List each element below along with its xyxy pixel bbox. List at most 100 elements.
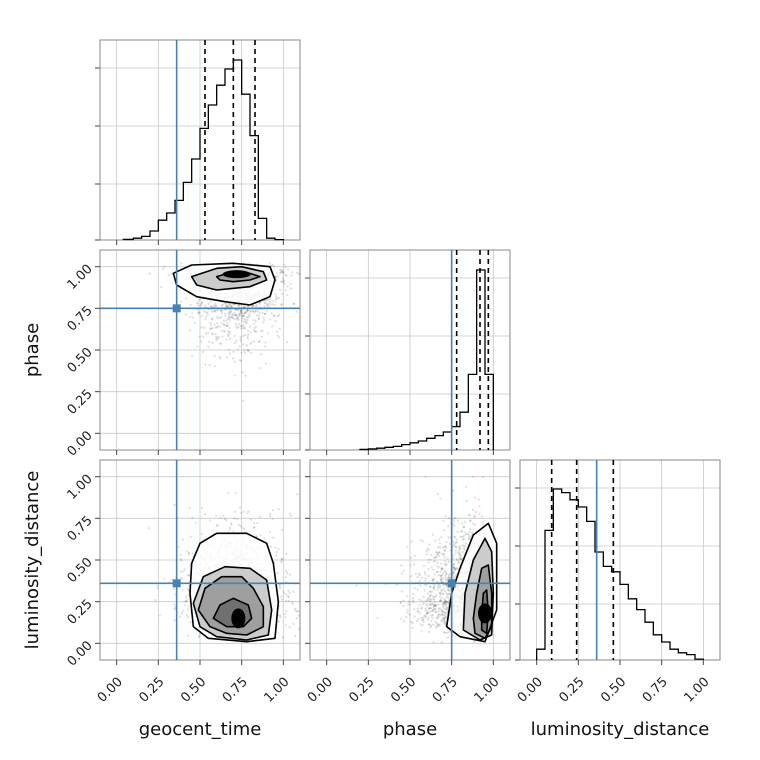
sample-point (239, 525, 242, 528)
sample-point (249, 310, 252, 313)
sample-point (285, 341, 289, 344)
sample-point (439, 598, 442, 602)
sample-point (181, 538, 185, 541)
sample-point (243, 320, 246, 324)
sample-point (437, 574, 440, 577)
sample-point (277, 508, 280, 511)
sample-point (226, 324, 229, 327)
sample-point (200, 300, 204, 304)
sample-point (231, 316, 234, 319)
sample-point (284, 616, 287, 619)
sample-point (189, 315, 192, 318)
sample-point (278, 614, 282, 617)
sample-point (453, 517, 456, 520)
sample-point (221, 335, 224, 338)
sample-point (245, 344, 248, 347)
sample-point (205, 315, 208, 318)
sample-point (439, 607, 442, 610)
sample-point (436, 580, 439, 583)
sample-point (244, 333, 247, 337)
sample-point (304, 334, 306, 336)
sample-point (468, 530, 471, 534)
sample-point (438, 592, 441, 595)
sample-point (233, 517, 236, 520)
y-tick-label: 0.00 (65, 638, 96, 669)
sample-point (158, 614, 161, 617)
sample-point (240, 325, 243, 328)
sample-point (445, 573, 448, 576)
sample-point (226, 333, 229, 336)
sample-point (426, 598, 429, 601)
sample-point (440, 609, 443, 612)
sample-point (237, 523, 241, 526)
sample-point (267, 305, 270, 308)
sample-point (432, 605, 435, 608)
sample-point (453, 542, 456, 545)
sample-point (162, 267, 165, 270)
sample-point (187, 594, 190, 597)
sample-point (216, 317, 219, 320)
x-tick-label: 0.50 (178, 675, 209, 706)
sample-point (225, 324, 228, 327)
sample-point (427, 558, 430, 561)
sample-point (191, 354, 194, 357)
sample-point (245, 322, 248, 325)
sample-point (245, 316, 248, 319)
sample-point (260, 353, 263, 356)
sample-point (213, 355, 216, 358)
sample-point (443, 613, 446, 617)
sample-point (242, 399, 245, 402)
sample-point (247, 510, 250, 513)
sample-point (444, 563, 448, 567)
sample-point (427, 597, 430, 600)
sample-point (445, 572, 448, 575)
sample-point (280, 557, 283, 560)
sample-point (273, 303, 276, 306)
sample-point (437, 545, 440, 549)
sample-point (436, 588, 440, 591)
sample-point (429, 625, 432, 629)
sample-point (258, 311, 261, 315)
sample-point (443, 603, 446, 606)
sample-point (434, 620, 437, 623)
sample-point (429, 607, 432, 610)
sample-point (235, 324, 238, 328)
sample-point (454, 545, 457, 548)
sample-point (284, 266, 287, 269)
sample-point (287, 589, 290, 592)
sample-point (179, 557, 182, 560)
sample-point (242, 314, 245, 317)
sample-point (276, 314, 279, 318)
sample-point (229, 352, 232, 355)
sample-point (441, 602, 444, 606)
sample-point (234, 313, 237, 317)
sample-point (454, 568, 457, 571)
sample-point (254, 325, 258, 328)
sample-point (430, 620, 433, 623)
sample-point (206, 313, 210, 316)
x-tick-label: 1.00 (682, 675, 713, 706)
sample-point (218, 325, 222, 328)
sample-point (445, 592, 448, 595)
sample-point (213, 309, 216, 312)
sample-point (446, 609, 449, 612)
sample-point (431, 568, 434, 571)
sample-point (454, 545, 458, 548)
sample-point (459, 530, 463, 533)
sample-point (227, 302, 230, 305)
sample-point (418, 580, 421, 583)
sample-point (226, 321, 229, 325)
sample-point (462, 547, 465, 550)
contour-line (462, 537, 495, 641)
sample-point (284, 289, 287, 292)
sample-point (277, 620, 280, 623)
sample-point (264, 345, 267, 348)
sample-point (422, 595, 425, 599)
sample-point (473, 515, 476, 518)
sample-point (454, 568, 457, 571)
sample-point (468, 537, 471, 541)
sample-point (458, 549, 461, 552)
sample-point (444, 570, 447, 574)
x-tick-label: 0.75 (220, 675, 251, 706)
sample-point (270, 312, 273, 315)
